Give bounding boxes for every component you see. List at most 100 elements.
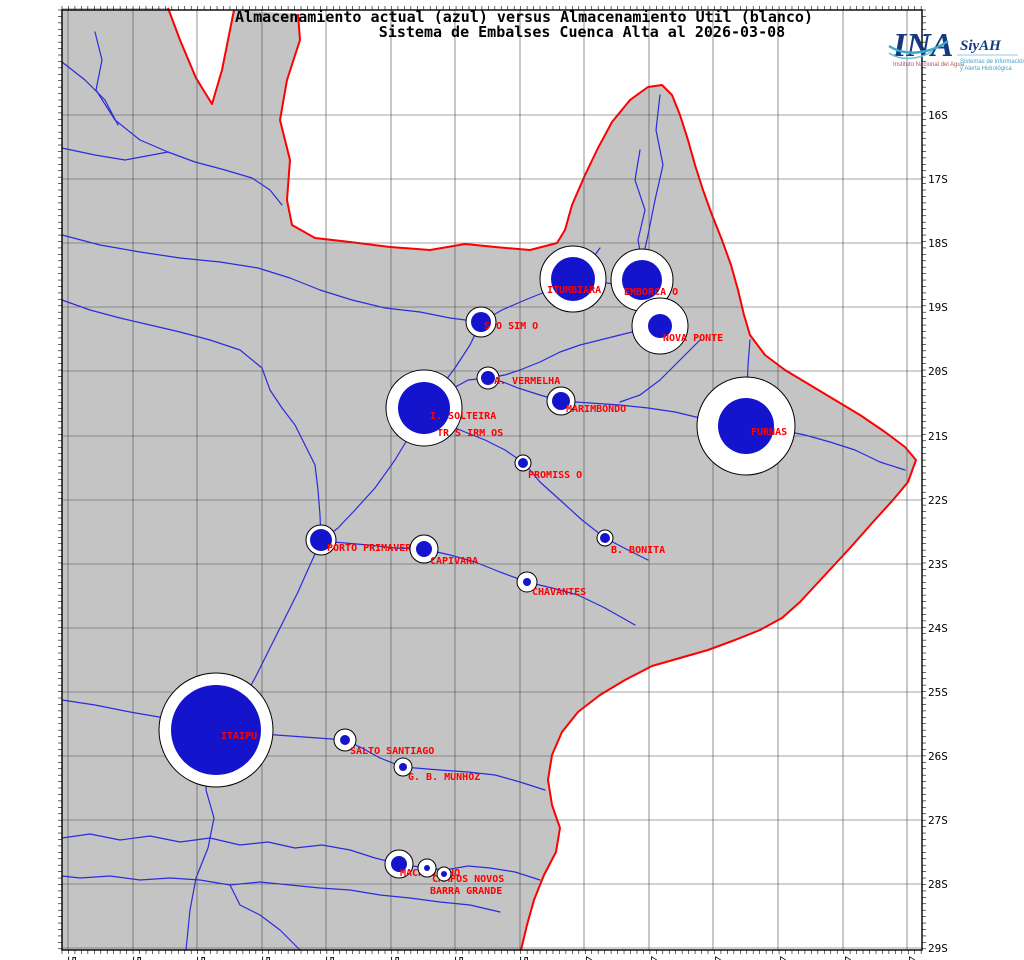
frame-ticks	[58, 6, 926, 954]
reservoirs-layer: ITUMBIARA EMBORCA O NOVA PONTE S O SIM O A. …	[158, 245, 796, 897]
basin-boundary	[279, 13, 917, 951]
reservoir-label: MARIMBONDO	[566, 404, 626, 415]
river	[61, 61, 119, 126]
title-line2: Sistema de Embalses Cuenca Alta al 2026-…	[379, 23, 785, 41]
reservoir-label: B. BONITA	[611, 545, 665, 556]
reservoir-chavantes: CHAVANTES	[516, 571, 586, 598]
lat-label: 29S	[928, 942, 948, 955]
reservoir-promiss-o: PROMISS O	[514, 454, 582, 481]
river	[447, 424, 649, 561]
lon-label: 48W	[646, 956, 659, 960]
reservoir-label: TR S IRM OS	[437, 428, 503, 439]
reservoir-label: CAPIVARA	[430, 556, 478, 567]
river	[61, 299, 322, 542]
reservoir-storage-circle	[523, 578, 531, 586]
reservoir-storage-circle	[551, 257, 595, 301]
ina-wave-icon	[888, 40, 949, 54]
reservoir-label: CAMPOS NOVOS	[432, 874, 504, 885]
river	[641, 94, 664, 263]
reservoir-storage-circle	[622, 260, 662, 300]
reservoir-storage-circle	[552, 392, 570, 410]
lon-label: 49W	[581, 956, 594, 960]
reservoir-barra-grande: BARRA GRANDE	[430, 866, 502, 897]
reservoir-salto-santiago: SALTO SANTIAGO	[333, 728, 434, 757]
reservoir-label: I. SOLTEIRA	[430, 411, 496, 422]
lat-label: 19S	[928, 301, 948, 314]
reservoir-marimbondo: MARIMBONDO	[546, 386, 626, 416]
lat-label: 17S	[928, 173, 948, 186]
basin-boundary	[167, 7, 235, 105]
reservoir-label: SALTO SANTIAGO	[350, 746, 434, 757]
river	[61, 234, 482, 323]
lat-label: 22S	[928, 494, 948, 507]
reservoir-label: A. VERMELHA	[494, 376, 560, 387]
basin-area	[62, 8, 916, 950]
title-line1: Almacenamiento actual (azul) versus Alma…	[235, 8, 813, 26]
reservoir-storage-circle	[340, 735, 350, 745]
siyah-logo-text: SiyAH	[960, 38, 1002, 54]
reservoir-storage-circle	[481, 371, 495, 385]
reservoir-label: G. B. MUNHOZ	[408, 772, 480, 783]
reservoir-label: BARRA GRANDE	[430, 886, 502, 897]
lat-label: 25S	[928, 686, 948, 699]
lon-label: 50W	[517, 956, 530, 960]
lon-label: 55W	[194, 956, 207, 960]
grid-layer	[62, 10, 922, 950]
reservoir-storage-circle	[718, 398, 774, 454]
reservoir-storage-circle	[648, 314, 672, 338]
lon-label: 46W	[775, 956, 788, 960]
reservoir-itaipu: ITAIPU	[158, 672, 274, 788]
lat-label: 18S	[928, 237, 948, 250]
ina-wave-icon	[888, 50, 934, 60]
reservoir-storage-circle	[416, 541, 432, 557]
reservoir-b-bonita: B. BONITA	[596, 529, 665, 556]
reservoir-a-vermelha: A. VERMELHA	[476, 366, 560, 390]
lon-label: 52W	[388, 956, 401, 960]
reservoir-storage-circle	[399, 763, 407, 771]
lon-label: 54W	[259, 956, 272, 960]
reservoir-campos-novos: CAMPOS NOVOS	[417, 858, 504, 885]
reservoir-label: FURNAS	[751, 427, 787, 438]
reservoir-i-solteira: I. SOLTEIRA	[385, 369, 496, 447]
river	[229, 884, 301, 951]
reservoir-porto-primavera: PORTO PRIMAVERA	[305, 524, 417, 556]
river	[61, 875, 501, 913]
lat-label: 27S	[928, 814, 948, 827]
reservoir-label: PORTO PRIMAVERA	[327, 543, 417, 554]
reservoir-s-o-sim-o: S O SIM O	[465, 306, 538, 338]
reservoir-storage-circle	[441, 871, 447, 877]
siyah-subtitle-1: Sistemas de información	[960, 59, 1024, 65]
reservoir-storage-circle	[471, 312, 491, 332]
axis-labels-layer: 16S 17S 18S 19S 20S 21S 22S 23S 24S 25S 26S 27S 28S 2…	[65, 109, 948, 960]
lon-label: 45W	[840, 956, 853, 960]
reservoir-label: CHAVANTES	[532, 587, 586, 598]
reservoir-storage-circle	[310, 529, 332, 551]
lon-label: 44W	[904, 956, 917, 960]
lat-label: 20S	[928, 365, 948, 378]
lat-label: 28S	[928, 878, 948, 891]
lat-label: 16S	[928, 109, 948, 122]
river	[215, 730, 546, 791]
reservoir-storage-circle	[600, 533, 610, 543]
reservoir-label: EMBORCA O	[624, 287, 678, 298]
reservoir-capivara: CAPIVARA	[409, 534, 478, 567]
map-frame	[61, 9, 923, 951]
reservoir-emborca-o: EMBORCA O	[610, 248, 678, 312]
lat-label: 24S	[928, 622, 948, 635]
lat-label: 23S	[928, 558, 948, 571]
lon-label: 51W	[452, 956, 465, 960]
reservoir-label: ITUMBIARA	[547, 285, 601, 296]
reservoir-storage-circle	[424, 865, 430, 871]
basin-layer	[62, 7, 917, 951]
ina-subtitle: Instituto Nacional del Agua	[893, 62, 965, 68]
reservoir-storage-circle	[171, 685, 261, 775]
river	[61, 833, 541, 881]
river	[487, 325, 661, 379]
siyah-subtitle-2: y Alerta Hidrológica	[960, 66, 1012, 72]
ina-siyah-logo: INA Instituto Nacional del Agua SiyAH Si…	[888, 27, 1024, 72]
lat-label: 21S	[928, 430, 948, 443]
reservoir-itumbiara: ITUMBIARA	[539, 245, 607, 313]
river	[320, 540, 636, 626]
